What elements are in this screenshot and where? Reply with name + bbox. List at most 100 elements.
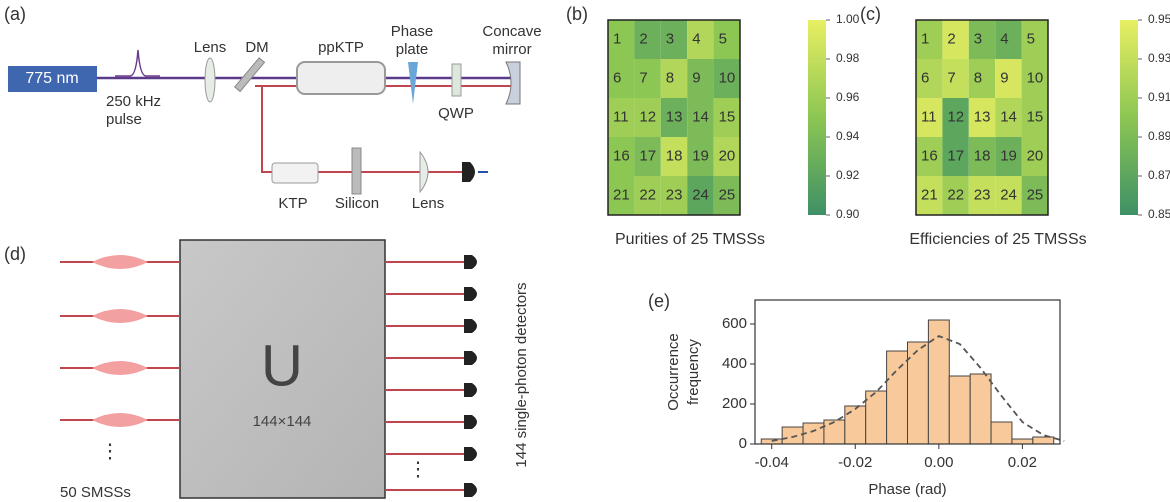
- bar: [782, 427, 803, 444]
- crystal-label: ppKTP: [318, 39, 364, 56]
- x-tick-label: 0.02: [1008, 454, 1037, 471]
- bar: [824, 420, 845, 444]
- sources-label: 50 SMSSs: [60, 484, 131, 501]
- cell-label: 2: [947, 30, 955, 47]
- cell-label: 21: [613, 186, 630, 203]
- cell-label: 12: [639, 108, 656, 125]
- cell-label: 1: [613, 30, 621, 47]
- bar: [928, 320, 949, 444]
- squeezed-state: [92, 255, 148, 269]
- cell-label: 7: [639, 69, 647, 86]
- cell-label: 25: [1027, 186, 1044, 203]
- bar: [949, 376, 970, 444]
- y-axis-label: frequency: [685, 339, 702, 405]
- cell-label: 20: [719, 147, 736, 164]
- squeezed-state: [92, 309, 148, 323]
- colorbar-tick-label: 1.00: [836, 12, 860, 26]
- setup: 775 nm 250 kHz pulse Lens DM ppKTP Phase…: [8, 23, 542, 212]
- mirror-label: Concave: [482, 23, 541, 40]
- panel-label: (b): [566, 4, 588, 24]
- cell-label: 14: [692, 108, 709, 125]
- y-tick-label: 400: [722, 355, 747, 372]
- detector: [464, 415, 477, 429]
- ellipsis: ⋮: [408, 458, 428, 480]
- cell-label: 10: [1027, 69, 1044, 86]
- panel-label: (e): [648, 291, 670, 311]
- cell-label: 1: [921, 30, 929, 47]
- colorbar-tick-label: 0.95: [1148, 12, 1170, 26]
- cell-label: 10: [719, 69, 736, 86]
- cell-label: 24: [692, 186, 709, 203]
- pulse-label: pulse: [106, 111, 142, 128]
- cell-label: 6: [921, 69, 929, 86]
- panel-label: (c): [860, 4, 881, 24]
- bar: [991, 422, 1012, 444]
- cell-label: 19: [1000, 147, 1017, 164]
- detectors-label: 144 single-photon detectors: [513, 282, 530, 467]
- cell-label: 3: [974, 30, 982, 47]
- cell-label: 13: [666, 108, 683, 125]
- cell-label: 9: [692, 69, 700, 86]
- x-tick-label: -0.02: [838, 454, 872, 471]
- cell-label: 4: [1000, 30, 1008, 47]
- size-label: 144×144: [253, 413, 312, 430]
- colorbar-tick-label: 0.85: [1148, 207, 1170, 221]
- detector: [464, 383, 477, 397]
- cell-label: 18: [974, 147, 991, 164]
- interferometer: U 144×144 ⋮ ⋮ 50 SMSSs 144 single-photon…: [60, 240, 530, 501]
- cell-label: 17: [947, 147, 964, 164]
- bar: [1033, 437, 1054, 444]
- cell-label: 20: [1027, 147, 1044, 164]
- y-tick-label: 200: [722, 395, 747, 412]
- unitary-label: U: [261, 333, 303, 398]
- cell-label: 16: [921, 147, 938, 164]
- mirror-label: mirror: [492, 41, 531, 58]
- colorbar-tick-label: 0.94: [836, 129, 860, 143]
- colorbar-tick-label: 0.90: [836, 207, 860, 221]
- cell-label: 7: [947, 69, 955, 86]
- cell-label: 12: [947, 108, 964, 125]
- panel-label: (d): [4, 244, 26, 264]
- colorbar-tick-label: 0.89: [1148, 129, 1170, 143]
- cell-label: 19: [692, 147, 709, 164]
- detector: [464, 483, 477, 497]
- lens-label: Lens: [412, 195, 445, 212]
- panel-label: (a): [4, 4, 26, 24]
- colorbar: [808, 20, 826, 215]
- detector: [464, 447, 477, 461]
- cell-label: 23: [974, 186, 991, 203]
- cell-label: 23: [666, 186, 683, 203]
- ktp-label: KTP: [278, 195, 307, 212]
- cell-label: 13: [974, 108, 991, 125]
- bar: [908, 342, 929, 444]
- cell-label: 9: [1000, 69, 1008, 86]
- cell-label: 11: [613, 108, 629, 125]
- pulse-label: 250 kHz: [106, 93, 161, 110]
- phase-plate-label: plate: [396, 41, 429, 58]
- y-tick-label: 0: [739, 435, 747, 452]
- ellipsis: ⋮: [100, 440, 120, 462]
- laser-label: 775 nm: [25, 70, 78, 87]
- x-axis-label: Phase (rad): [868, 481, 946, 498]
- cell-label: 11: [921, 108, 937, 125]
- colorbar-tick-label: 0.87: [1148, 168, 1170, 182]
- dm-label: DM: [245, 39, 268, 56]
- caption: Purities of 25 TMSSs: [615, 231, 765, 248]
- cell-label: 14: [1000, 108, 1017, 125]
- silicon-label: Silicon: [335, 195, 379, 212]
- qwp-label: QWP: [438, 105, 474, 122]
- cell-label: 6: [613, 69, 621, 86]
- cell-label: 25: [719, 186, 736, 203]
- x-tick-label: 0.00: [924, 454, 953, 471]
- cell-label: 15: [719, 108, 736, 125]
- colorbar-tick-label: 0.91: [1148, 90, 1170, 104]
- colorbar-tick-label: 0.93: [1148, 51, 1170, 65]
- bar: [866, 391, 887, 444]
- cell-label: 8: [974, 69, 982, 86]
- y-tick-label: 600: [722, 315, 747, 332]
- detector: [464, 319, 477, 333]
- y-axis-label: Occurrence: [665, 333, 682, 411]
- colorbar-tick-label: 0.92: [836, 168, 860, 182]
- cell-label: 15: [1027, 108, 1044, 125]
- squeezed-state: [92, 361, 148, 375]
